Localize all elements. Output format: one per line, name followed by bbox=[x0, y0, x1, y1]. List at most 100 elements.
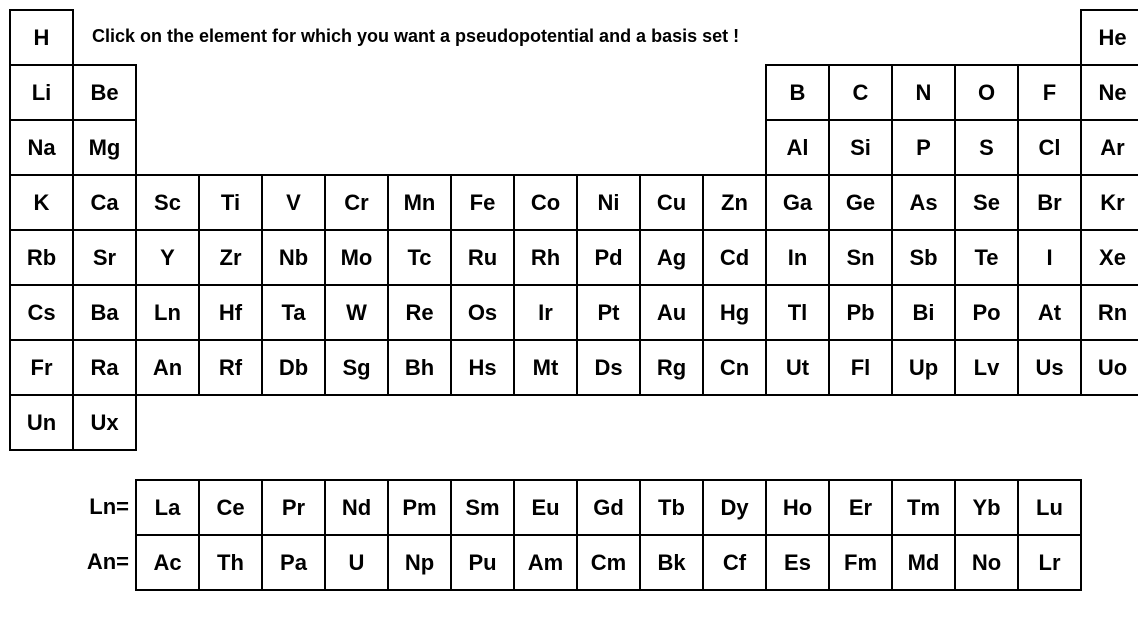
element-c[interactable]: C bbox=[828, 64, 893, 121]
element-ga[interactable]: Ga bbox=[765, 174, 830, 231]
element-li[interactable]: Li bbox=[9, 64, 74, 121]
element-un[interactable]: Un bbox=[9, 394, 74, 451]
element-nb[interactable]: Nb bbox=[261, 229, 326, 286]
element-xe[interactable]: Xe bbox=[1080, 229, 1138, 286]
element-s[interactable]: S bbox=[954, 119, 1019, 176]
element-au[interactable]: Au bbox=[639, 284, 704, 341]
element-es[interactable]: Es bbox=[765, 534, 830, 591]
element-cr[interactable]: Cr bbox=[324, 174, 389, 231]
element-cf[interactable]: Cf bbox=[702, 534, 767, 591]
element-pr[interactable]: Pr bbox=[261, 479, 326, 536]
element-er[interactable]: Er bbox=[828, 479, 893, 536]
element-am[interactable]: Am bbox=[513, 534, 578, 591]
element-an[interactable]: An bbox=[135, 339, 200, 396]
element-md[interactable]: Md bbox=[891, 534, 956, 591]
element-mn[interactable]: Mn bbox=[387, 174, 452, 231]
element-in[interactable]: In bbox=[765, 229, 830, 286]
element-lr[interactable]: Lr bbox=[1017, 534, 1082, 591]
element-se[interactable]: Se bbox=[954, 174, 1019, 231]
element-hs[interactable]: Hs bbox=[450, 339, 515, 396]
element-cn[interactable]: Cn bbox=[702, 339, 767, 396]
element-pm[interactable]: Pm bbox=[387, 479, 452, 536]
element-ru[interactable]: Ru bbox=[450, 229, 515, 286]
element-mt[interactable]: Mt bbox=[513, 339, 578, 396]
element-ln[interactable]: Ln bbox=[135, 284, 200, 341]
element-db[interactable]: Db bbox=[261, 339, 326, 396]
element-fr[interactable]: Fr bbox=[9, 339, 74, 396]
element-na[interactable]: Na bbox=[9, 119, 74, 176]
element-yb[interactable]: Yb bbox=[954, 479, 1019, 536]
element-lv[interactable]: Lv bbox=[954, 339, 1019, 396]
element-re[interactable]: Re bbox=[387, 284, 452, 341]
element-ds[interactable]: Ds bbox=[576, 339, 641, 396]
element-ba[interactable]: Ba bbox=[72, 284, 137, 341]
element-tc[interactable]: Tc bbox=[387, 229, 452, 286]
element-hg[interactable]: Hg bbox=[702, 284, 767, 341]
element-pu[interactable]: Pu bbox=[450, 534, 515, 591]
element-rg[interactable]: Rg bbox=[639, 339, 704, 396]
element-cs[interactable]: Cs bbox=[9, 284, 74, 341]
element-rn[interactable]: Rn bbox=[1080, 284, 1138, 341]
element-fe[interactable]: Fe bbox=[450, 174, 515, 231]
element-sb[interactable]: Sb bbox=[891, 229, 956, 286]
element-zn[interactable]: Zn bbox=[702, 174, 767, 231]
element-ho[interactable]: Ho bbox=[765, 479, 830, 536]
element-u[interactable]: U bbox=[324, 534, 389, 591]
element-bh[interactable]: Bh bbox=[387, 339, 452, 396]
element-gd[interactable]: Gd bbox=[576, 479, 641, 536]
element-cd[interactable]: Cd bbox=[702, 229, 767, 286]
element-lu[interactable]: Lu bbox=[1017, 479, 1082, 536]
element-ni[interactable]: Ni bbox=[576, 174, 641, 231]
element-fm[interactable]: Fm bbox=[828, 534, 893, 591]
element-hf[interactable]: Hf bbox=[198, 284, 263, 341]
element-th[interactable]: Th bbox=[198, 534, 263, 591]
element-ta[interactable]: Ta bbox=[261, 284, 326, 341]
element-ge[interactable]: Ge bbox=[828, 174, 893, 231]
element-te[interactable]: Te bbox=[954, 229, 1019, 286]
element-ne[interactable]: Ne bbox=[1080, 64, 1138, 121]
element-as[interactable]: As bbox=[891, 174, 956, 231]
element-sn[interactable]: Sn bbox=[828, 229, 893, 286]
element-os[interactable]: Os bbox=[450, 284, 515, 341]
element-po[interactable]: Po bbox=[954, 284, 1019, 341]
element-pd[interactable]: Pd bbox=[576, 229, 641, 286]
element-fl[interactable]: Fl bbox=[828, 339, 893, 396]
element-h[interactable]: H bbox=[9, 9, 74, 66]
element-ca[interactable]: Ca bbox=[72, 174, 137, 231]
element-pt[interactable]: Pt bbox=[576, 284, 641, 341]
element-tm[interactable]: Tm bbox=[891, 479, 956, 536]
element-be[interactable]: Be bbox=[72, 64, 137, 121]
element-i[interactable]: I bbox=[1017, 229, 1082, 286]
element-sc[interactable]: Sc bbox=[135, 174, 200, 231]
element-tb[interactable]: Tb bbox=[639, 479, 704, 536]
element-no[interactable]: No bbox=[954, 534, 1019, 591]
element-ag[interactable]: Ag bbox=[639, 229, 704, 286]
element-br[interactable]: Br bbox=[1017, 174, 1082, 231]
element-tl[interactable]: Tl bbox=[765, 284, 830, 341]
element-y[interactable]: Y bbox=[135, 229, 200, 286]
element-mo[interactable]: Mo bbox=[324, 229, 389, 286]
element-p[interactable]: P bbox=[891, 119, 956, 176]
element-si[interactable]: Si bbox=[828, 119, 893, 176]
element-pa[interactable]: Pa bbox=[261, 534, 326, 591]
element-bi[interactable]: Bi bbox=[891, 284, 956, 341]
element-o[interactable]: O bbox=[954, 64, 1019, 121]
element-np[interactable]: Np bbox=[387, 534, 452, 591]
element-kr[interactable]: Kr bbox=[1080, 174, 1138, 231]
element-uo[interactable]: Uo bbox=[1080, 339, 1138, 396]
element-ac[interactable]: Ac bbox=[135, 534, 200, 591]
element-he[interactable]: He bbox=[1080, 9, 1138, 66]
element-pb[interactable]: Pb bbox=[828, 284, 893, 341]
element-at[interactable]: At bbox=[1017, 284, 1082, 341]
element-b[interactable]: B bbox=[765, 64, 830, 121]
element-ir[interactable]: Ir bbox=[513, 284, 578, 341]
element-sm[interactable]: Sm bbox=[450, 479, 515, 536]
element-w[interactable]: W bbox=[324, 284, 389, 341]
element-al[interactable]: Al bbox=[765, 119, 830, 176]
element-la[interactable]: La bbox=[135, 479, 200, 536]
element-sr[interactable]: Sr bbox=[72, 229, 137, 286]
element-ar[interactable]: Ar bbox=[1080, 119, 1138, 176]
element-ti[interactable]: Ti bbox=[198, 174, 263, 231]
element-ut[interactable]: Ut bbox=[765, 339, 830, 396]
element-k[interactable]: K bbox=[9, 174, 74, 231]
